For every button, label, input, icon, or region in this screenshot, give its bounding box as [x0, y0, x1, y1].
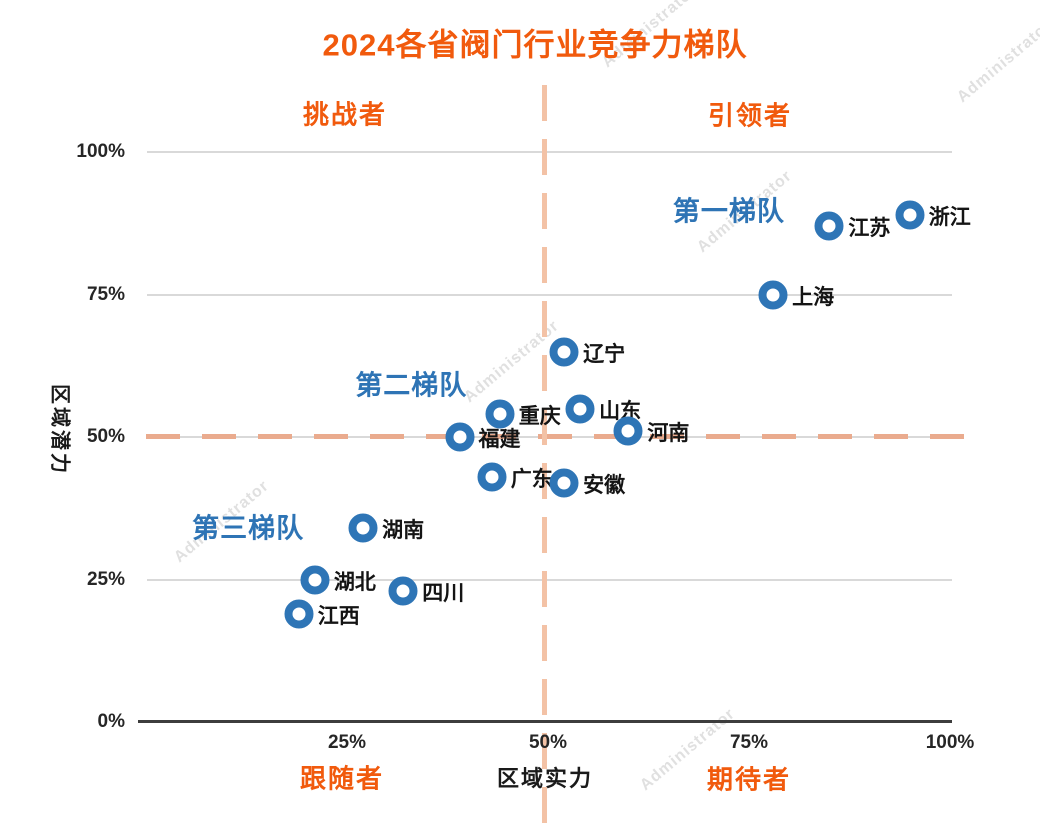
- x-tick-100%: 100%: [925, 732, 975, 753]
- tier-annotation-3: 第三梯队: [192, 513, 305, 544]
- quadrant-label-challengers: 挑战者: [302, 99, 388, 130]
- y-tick-25%: 25%: [86, 568, 125, 590]
- quadrant-label-expected: 期待者: [706, 764, 792, 795]
- y-tick-0%: 0%: [97, 711, 125, 732]
- quadrant-label-followers: 跟随者: [299, 763, 385, 794]
- chart-title: 2024各省阀门行业竞争力梯队: [322, 27, 748, 63]
- gridline-75%: [147, 293, 952, 296]
- data-point-marker: [565, 394, 595, 423]
- data-point-marker: [348, 513, 378, 543]
- data-point-label: 山东: [599, 399, 642, 423]
- data-point-marker: [758, 280, 788, 309]
- data-point-label: 上海: [792, 285, 835, 309]
- data-point-marker: [613, 416, 643, 446]
- gridline-100%: [147, 151, 952, 153]
- data-point-marker: [549, 337, 579, 366]
- y-tick-50%: 50%: [86, 426, 125, 447]
- tier-annotation-1: 第一梯队: [672, 196, 785, 227]
- data-point-label: 江苏: [848, 217, 891, 241]
- data-point-marker: [485, 399, 515, 429]
- y-tick-100%: 100%: [76, 141, 125, 162]
- data-point-label: 安徽: [583, 473, 626, 497]
- data-point-marker: [284, 599, 314, 629]
- data-point-marker: [814, 211, 844, 241]
- data-point-label: 湖北: [333, 570, 376, 594]
- data-point-label: 湖南: [382, 519, 425, 543]
- data-point-marker: [445, 422, 475, 452]
- data-point-label: 辽宁: [583, 342, 626, 366]
- gridline-25%: [147, 578, 952, 581]
- data-point-marker: [549, 468, 579, 498]
- x-tick-75%: 75%: [729, 732, 769, 753]
- data-point-label: 河南: [647, 422, 690, 446]
- x-tick-25%: 25%: [327, 732, 367, 753]
- x-axis-title: 区域实力: [496, 766, 594, 791]
- reference-line-horizontal-50pct: [146, 434, 968, 439]
- data-point-label: 浙江: [928, 205, 971, 229]
- tier-annotation-2: 第二梯队: [355, 370, 468, 401]
- reference-line-vertical-50pct: [542, 85, 547, 835]
- data-point-label: 福建: [478, 428, 521, 451]
- watermark-text: Administrator: [954, 17, 1040, 107]
- data-point-label: 四川: [422, 581, 465, 605]
- data-point-marker: [895, 200, 925, 230]
- data-point-marker: [477, 462, 507, 492]
- data-point-marker: [300, 565, 330, 594]
- quadrant-label-leaders: 引领者: [707, 100, 793, 131]
- data-point-label: 广东: [510, 467, 553, 491]
- data-point-marker: [388, 576, 418, 606]
- watermark-text: Administrator: [461, 317, 563, 407]
- y-tick-75%: 75%: [86, 283, 125, 305]
- data-point-label: 江西: [317, 604, 360, 628]
- data-point-label: 重庆: [518, 405, 561, 429]
- x-tick-50%: 50%: [528, 732, 568, 753]
